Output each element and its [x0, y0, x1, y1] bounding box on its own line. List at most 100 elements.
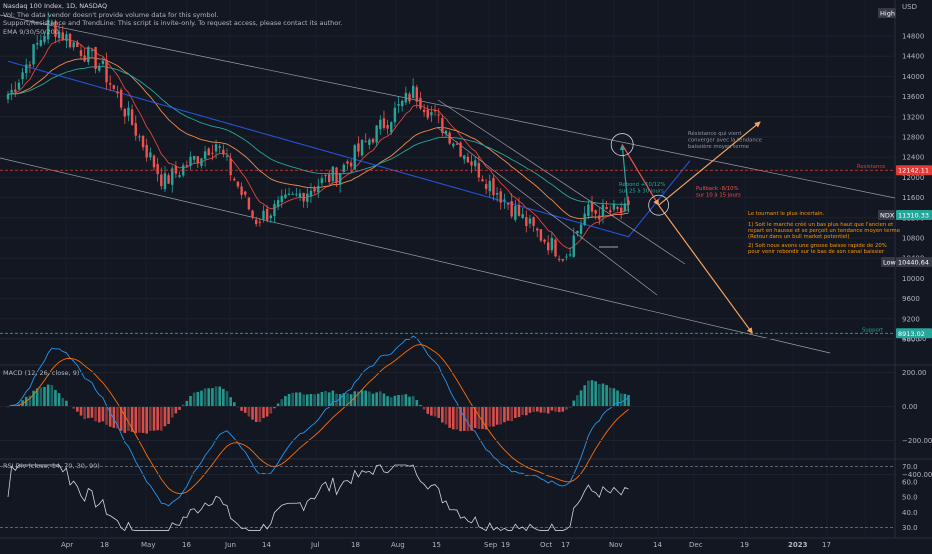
time-axis[interactable]: Apr 18 May 16 Jun 14 Jul 18 Aug 15 Sep 19 Oct 17 Nov 14…	[61, 541, 831, 549]
macd-histogram-bar	[539, 406, 543, 413]
macd-histogram-bar	[543, 406, 546, 413]
candle-body	[192, 155, 196, 160]
time-axis-tick: Oct	[540, 541, 552, 549]
time-axis-tick: May	[141, 541, 155, 549]
candle-body	[503, 199, 506, 201]
time-axis-tick: Aug	[391, 541, 405, 549]
candle-body	[499, 191, 502, 203]
macd-histogram-bar	[368, 391, 371, 407]
macd-histogram-bar	[189, 395, 192, 407]
macd-line	[7, 335, 629, 507]
macd-histogram-bar	[43, 387, 46, 407]
macd-label[interactable]: MACD (12, 26, close, 9)	[3, 369, 80, 377]
macd-histogram-bar	[627, 395, 630, 407]
resistance-circle	[610, 133, 634, 156]
currency-label: USD	[902, 3, 917, 11]
candle-body	[6, 94, 10, 100]
price-axis-tick: 12000	[902, 174, 924, 182]
candle-body	[50, 22, 53, 24]
candle-body	[594, 210, 597, 214]
macd-histogram-bar	[331, 390, 335, 407]
macd-pane: 400.00 200.00 0.00 −200.00 −400.00	[0, 335, 932, 507]
candle-body	[149, 152, 152, 158]
candle-body	[390, 122, 393, 133]
candle-body	[536, 228, 539, 231]
candle-body	[375, 125, 378, 143]
macd-histogram-bar	[83, 406, 86, 420]
rise-arrow	[658, 121, 761, 206]
macd-histogram-bar	[108, 406, 112, 427]
macd-histogram-bar	[364, 390, 367, 407]
projection-arrows[interactable]	[610, 121, 761, 334]
candle-body	[203, 151, 207, 159]
macd-histogram-bar	[565, 406, 568, 410]
candle-body	[240, 186, 243, 195]
level-lines[interactable]: Resistance Support	[0, 164, 895, 334]
trend-channel[interactable]	[0, 14, 896, 354]
candle-body	[335, 167, 338, 183]
candle-body	[57, 31, 61, 39]
macd-histogram-bar	[170, 406, 174, 418]
candle-body	[554, 239, 557, 257]
macd-histogram-bar	[576, 395, 579, 407]
rsi-label[interactable]: RSI Div (close, 14, 70, 30, 90)	[3, 462, 100, 470]
candle-body	[441, 118, 444, 133]
macd-histogram-bar	[470, 406, 473, 431]
time-axis-tick: Apr	[61, 541, 73, 549]
macd-histogram-bar	[273, 406, 276, 409]
macd-histogram-bar	[174, 406, 178, 414]
candle-body	[306, 193, 309, 202]
rsi-axis-tick: 30.0	[902, 524, 918, 532]
high-badge-bg	[878, 8, 896, 18]
macd-histogram-bar	[400, 394, 404, 407]
candle-body	[207, 148, 210, 156]
macd-histogram-bar	[360, 390, 364, 407]
candle-body	[36, 43, 39, 45]
rsi-pane: 70.0 60.0 50.0 40.0 30.0	[0, 463, 918, 532]
annotations[interactable]: Résistance qui vient converger avec la te…	[619, 130, 900, 255]
candle-body	[94, 47, 97, 69]
macd-histogram-bar	[222, 388, 225, 407]
time-axis-tick: 14	[653, 541, 662, 549]
resistance-badge-bg	[896, 165, 932, 176]
candle-body	[313, 187, 316, 192]
macd-histogram-bar	[185, 400, 189, 407]
resistance-note: Résistance qui vient converger avec la te…	[688, 130, 762, 150]
macd-histogram-bar	[598, 384, 601, 407]
candle-body	[302, 192, 305, 202]
candle-body	[68, 33, 72, 48]
candle-body	[79, 50, 83, 56]
ema-label[interactable]: EMA 9/30/50/200	[3, 27, 59, 36]
candle-body	[474, 160, 477, 167]
candle-body	[72, 42, 75, 48]
candle-body	[101, 60, 105, 65]
candle-body	[269, 215, 272, 219]
symbol-title[interactable]: Nasdaq 100 Index, 1D, NASDAQ	[3, 2, 108, 10]
candle-body	[167, 175, 170, 184]
macd-histogram-bar	[481, 406, 484, 430]
candle-body	[623, 203, 627, 212]
candle-body	[459, 142, 462, 157]
candle-body	[247, 197, 251, 210]
macd-histogram-bar	[156, 406, 159, 431]
macd-histogram-bar	[61, 397, 65, 407]
candle-body	[255, 219, 258, 225]
candle-body	[528, 218, 532, 224]
low-badge: Low	[883, 259, 896, 267]
macd-histogram-bar	[287, 393, 291, 407]
time-axis-tick: 15	[432, 541, 441, 549]
ndx-price-badge-bg	[896, 210, 932, 220]
time-axis-tick: Sep	[484, 541, 498, 549]
candle-body	[152, 155, 156, 168]
candle-body	[470, 161, 473, 166]
macd-histogram-bar	[327, 392, 331, 407]
macd-histogram-bar	[97, 406, 101, 423]
macd-histogram-bar	[233, 402, 236, 407]
candle-body	[579, 224, 583, 234]
candle-body	[138, 136, 141, 138]
macd-histogram-bar	[149, 406, 152, 431]
macd-histogram-bar	[229, 397, 232, 407]
macd-histogram-bar	[422, 406, 426, 410]
candle-body	[426, 109, 429, 118]
